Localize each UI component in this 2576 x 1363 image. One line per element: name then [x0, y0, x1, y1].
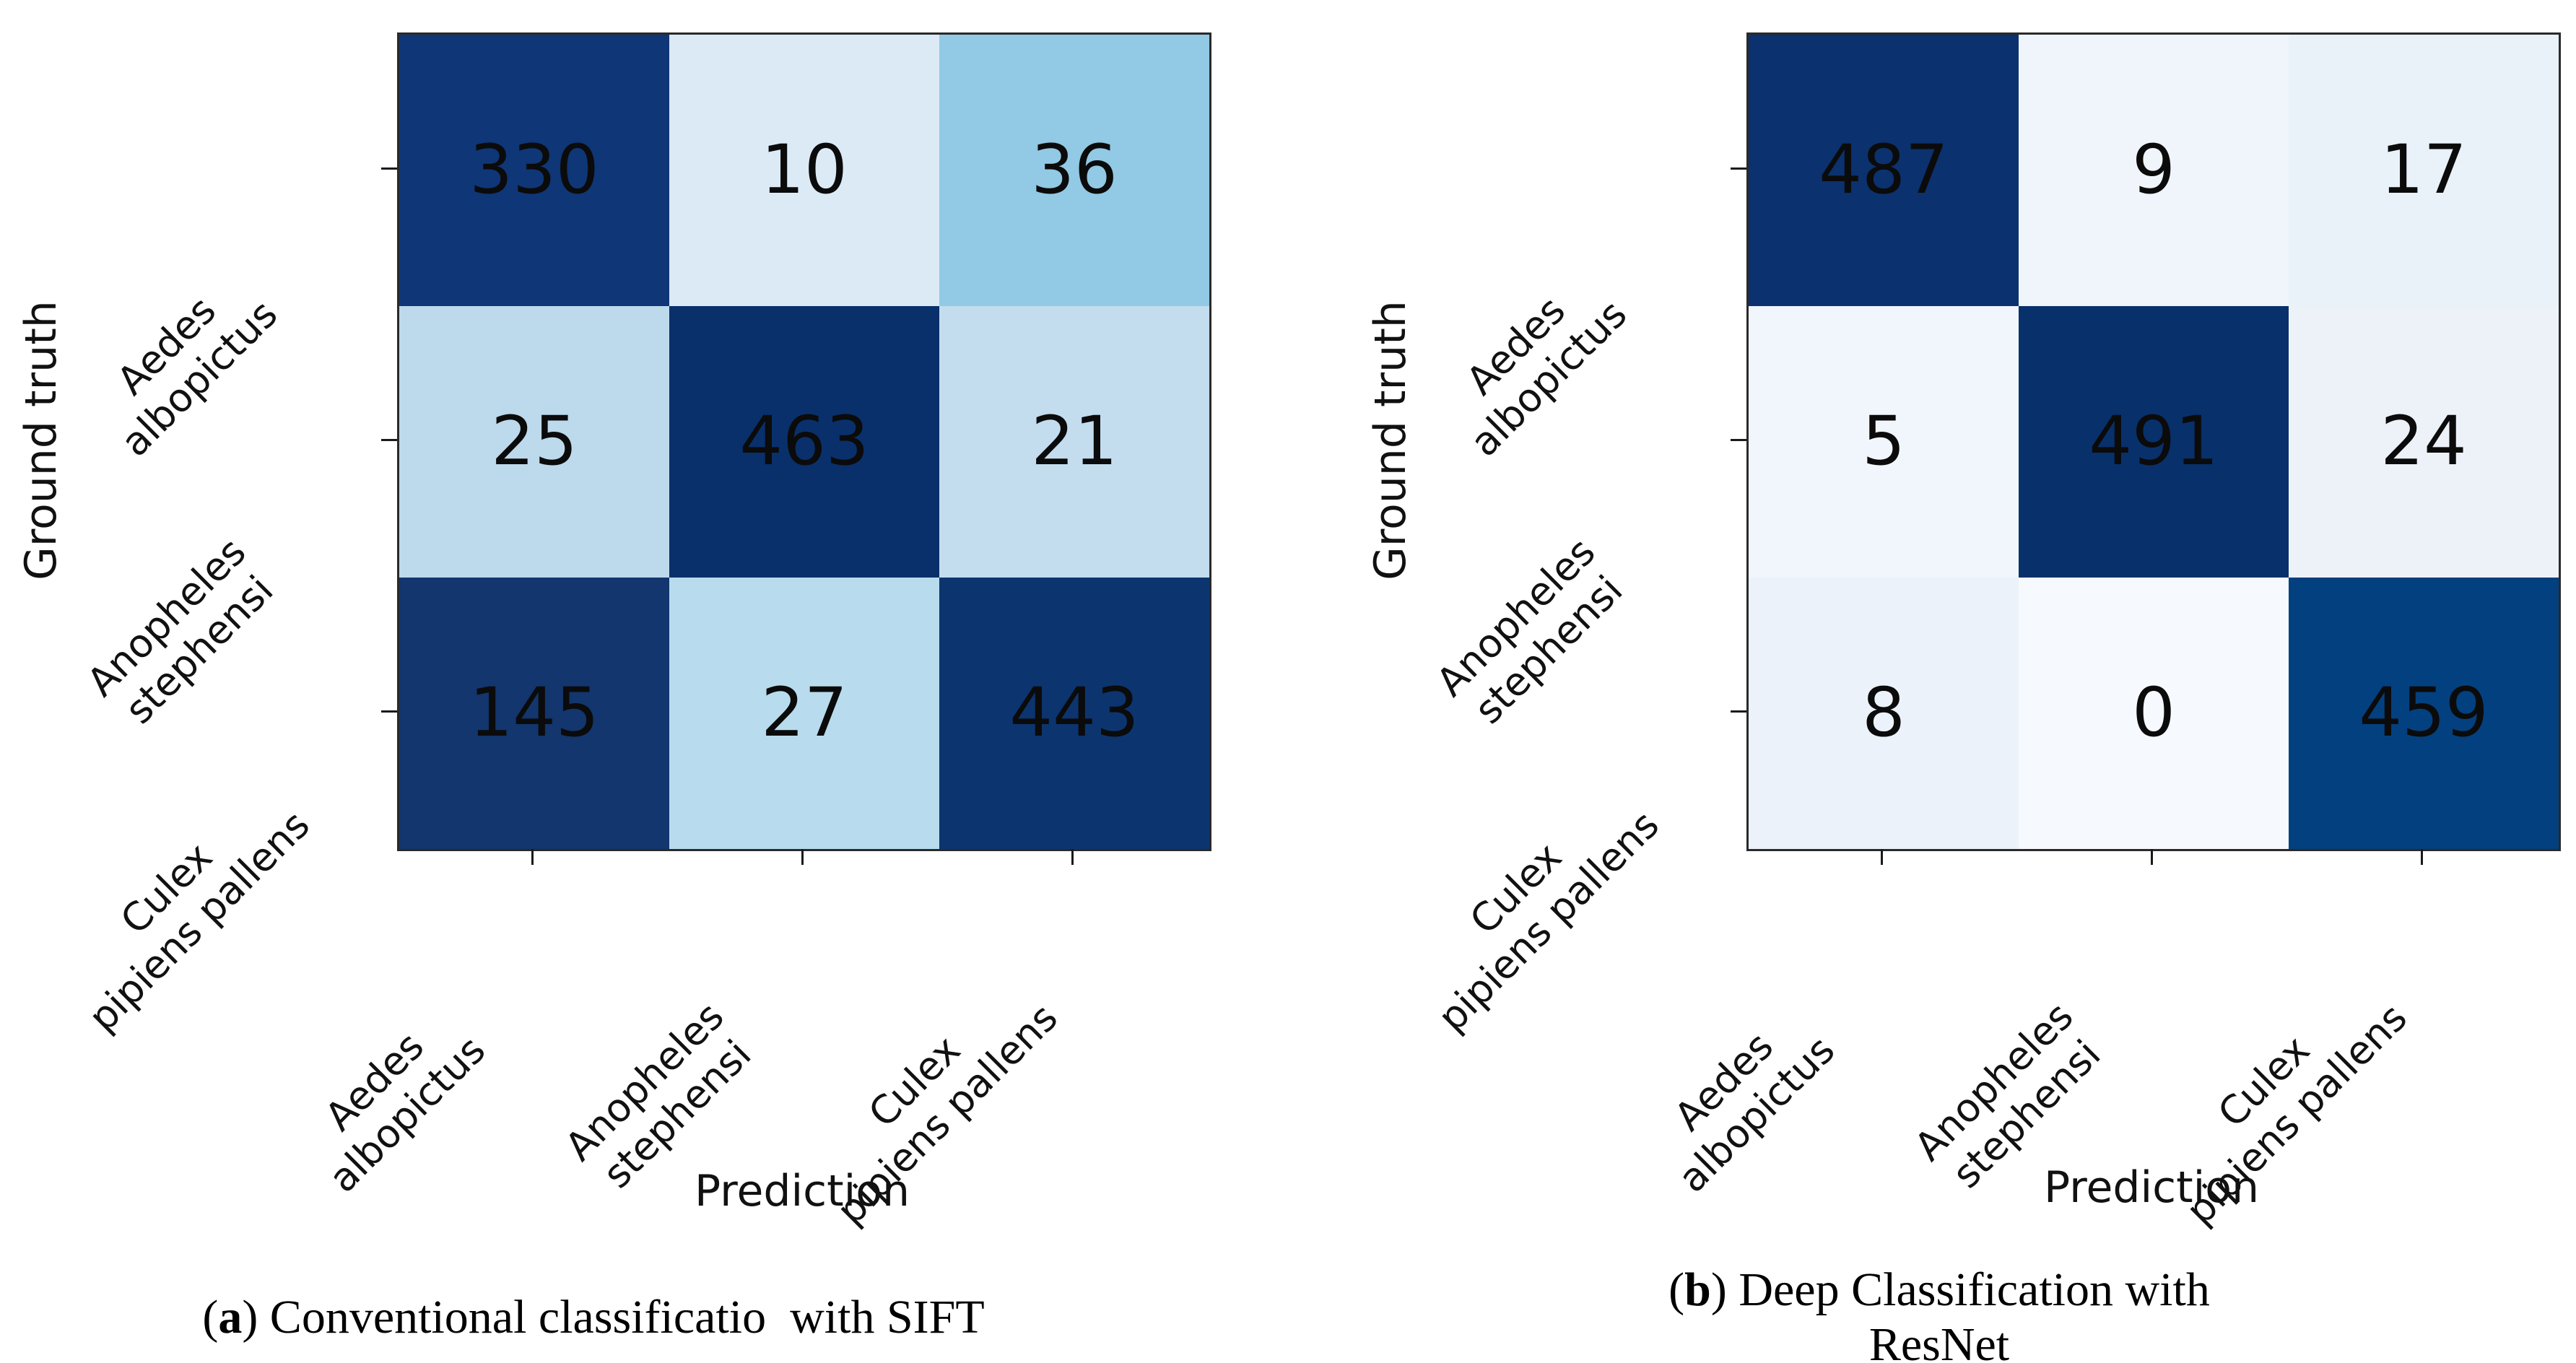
matrix-row: 330 10 36: [399, 35, 1209, 306]
x-tick: [2151, 849, 2153, 865]
y-tick: [381, 710, 397, 713]
panel-caption-a: (a) Conventional classificatio with SIFT: [202, 1290, 984, 1345]
y-tick: [381, 439, 397, 441]
caption-paren-open: (: [202, 1291, 219, 1344]
x-axis-label: Prediction: [2043, 1162, 2260, 1213]
x-tick: [531, 849, 534, 865]
cell-value: 10: [761, 131, 848, 209]
matrix-cell: 9: [2019, 35, 2289, 306]
cell-value: 443: [1009, 674, 1139, 752]
matrix-row: 5 491 24: [1749, 306, 2559, 578]
matrix-cell: 10: [669, 35, 939, 306]
matrix-cell: 0: [2019, 578, 2289, 849]
panel-caption-b: (b) Deep Classification with ResNet: [1621, 1263, 2258, 1363]
matrix-row: 487 9 17: [1749, 35, 2559, 306]
y-axis-label: Ground truth: [1365, 300, 1416, 580]
x-axis-label: Prediction: [694, 1166, 910, 1216]
caption-paren-close: ): [242, 1291, 258, 1344]
cell-value: 0: [2132, 674, 2175, 752]
matrix-row: 8 0 459: [1749, 578, 2559, 849]
cell-value: 487: [1819, 131, 1949, 209]
cell-value: 21: [1031, 402, 1118, 481]
confusion-matrix-b: 487 9 17 5 491 24 8 0 459: [1746, 32, 2561, 851]
matrix-cell: 5: [1749, 306, 2019, 578]
cell-value: 459: [2359, 674, 2489, 752]
matrix-row: 25 463 21: [399, 306, 1209, 578]
y-axis-label: Ground truth: [16, 300, 66, 580]
y-tick: [1731, 167, 1746, 170]
cell-value: 5: [1862, 402, 1905, 481]
matrix-cell: 443: [939, 578, 1209, 849]
matrix-cell: 463: [669, 306, 939, 578]
matrix-cell: 24: [2289, 306, 2559, 578]
cell-value: 8: [1862, 674, 1905, 752]
caption-paren-close: ): [1710, 1263, 1727, 1316]
cell-value: 9: [2132, 131, 2175, 209]
cell-value: 24: [2380, 402, 2467, 481]
cell-value: 27: [761, 674, 848, 752]
y-tick: [1731, 439, 1746, 441]
confusion-matrix-a: 330 10 36 25 463 21 145 27 443: [397, 32, 1211, 851]
matrix-cell: 459: [2289, 578, 2559, 849]
caption-text: Conventional classificatio with SIFT: [258, 1291, 985, 1344]
y-tick: [1731, 710, 1746, 713]
matrix-cell: 27: [669, 578, 939, 849]
matrix-cell: 8: [1749, 578, 2019, 849]
matrix-cell: 25: [399, 306, 669, 578]
cell-value: 463: [739, 402, 869, 481]
matrix-cell: 487: [1749, 35, 2019, 306]
y-tick: [381, 167, 397, 170]
matrix-row: 145 27 443: [399, 578, 1209, 849]
caption-letter: a: [218, 1291, 243, 1344]
caption-paren-open: (: [1668, 1263, 1685, 1316]
cell-value: 36: [1031, 131, 1118, 209]
cell-value: 491: [2089, 402, 2219, 481]
x-tick: [1881, 849, 1883, 865]
matrix-cell: 36: [939, 35, 1209, 306]
caption-text: Deep Classification with ResNet: [1726, 1263, 2222, 1363]
matrix-cell: 17: [2289, 35, 2559, 306]
x-tick: [801, 849, 804, 865]
matrix-cell: 21: [939, 306, 1209, 578]
cell-value: 145: [469, 674, 599, 752]
cell-value: 330: [469, 131, 599, 209]
cell-value: 17: [2380, 131, 2467, 209]
x-tick: [1071, 849, 1074, 865]
matrix-cell: 491: [2019, 306, 2289, 578]
matrix-cell: 330: [399, 35, 669, 306]
cell-value: 25: [491, 402, 578, 481]
x-tick: [2421, 849, 2423, 865]
matrix-cell: 145: [399, 578, 669, 849]
caption-letter: b: [1684, 1263, 1711, 1316]
